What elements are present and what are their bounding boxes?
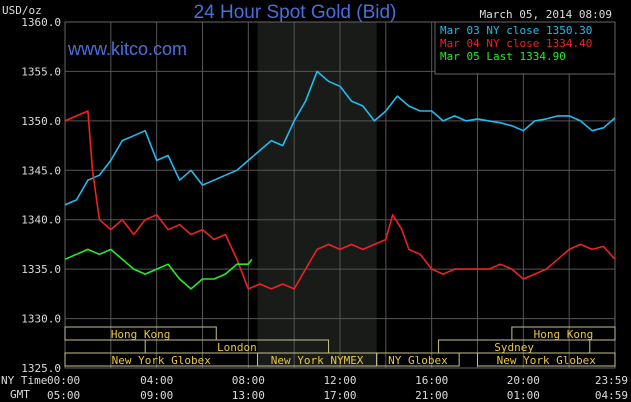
x-tick-ny: 23:59 <box>595 374 628 387</box>
series-line <box>64 70 616 206</box>
series-lines <box>64 70 616 290</box>
x-tick-gmt: 05:00 <box>47 389 80 402</box>
y-tick-label: 1340.0 <box>21 214 61 227</box>
y-tick-label: 1345.0 <box>21 164 61 177</box>
x-tick-gmt: 01:00 <box>507 389 540 402</box>
series-line <box>64 248 253 290</box>
series-line <box>64 110 616 290</box>
timestamp: March 05, 2014 08:09 <box>480 8 612 21</box>
y-tick-label: 1330.0 <box>21 313 61 326</box>
plot-frame <box>64 21 616 369</box>
session-label: Hong Kong <box>111 328 171 341</box>
x-tick-gmt: 09:00 <box>140 389 173 402</box>
x-tick-gmt: 17:00 <box>323 389 356 402</box>
y-tick-label: 1325.0 <box>21 362 61 375</box>
x-tick-gmt: 13:00 <box>232 389 265 402</box>
ny-time-label: NY Time <box>1 374 47 387</box>
chart-title: 24 Hour Spot Gold (Bid) <box>194 2 397 23</box>
session-label: New York Globex <box>497 354 597 367</box>
nymex-hours-shading <box>257 22 377 368</box>
x-tick-ny: 16:00 <box>415 374 448 387</box>
x-tick-ny: 08:00 <box>232 374 265 387</box>
session-box <box>64 326 217 341</box>
legend-entry: Mar 03 NY close 1350.30 <box>440 24 592 37</box>
x-tick-gmt: 21:00 <box>415 389 448 402</box>
session-label: Hong Kong <box>534 328 594 341</box>
x-tick-ny: 04:00 <box>140 374 173 387</box>
legend-entry: Mar 05 Last 1334.90 <box>440 50 566 63</box>
x-tick-gmt: 04:59 <box>595 389 628 402</box>
grid <box>64 21 616 369</box>
session-label: NY Globex <box>388 354 448 367</box>
session-label: London <box>217 341 257 354</box>
session-label: New York Globex <box>112 354 212 367</box>
legend-entry: Mar 04 NY close 1334.40 <box>440 37 592 50</box>
y-axis-label: USD/oz <box>2 4 42 17</box>
gmt-label: GMT <box>10 388 30 401</box>
legend-box <box>434 21 616 75</box>
y-tick-label: 1335.0 <box>21 263 61 276</box>
session-label: Sydney <box>494 341 534 354</box>
axes: 1360.0 1355.0 1350.0 1345.0 1340.0 1335.0 1330… <box>1 16 628 402</box>
x-tick-ny: 20:00 <box>507 374 540 387</box>
x-tick-ny: 00:00 <box>47 374 80 387</box>
y-tick-label: 1350.0 <box>21 115 61 128</box>
kitco-watermark: www.kitco.com <box>67 39 187 59</box>
session-label: New York NYMEX <box>271 354 364 367</box>
session-box <box>477 352 616 367</box>
y-tick-label: 1360.0 <box>21 16 61 29</box>
x-tick-ny: 12:00 <box>323 374 356 387</box>
session-box <box>376 352 460 367</box>
y-tick-label: 1355.0 <box>21 65 61 78</box>
